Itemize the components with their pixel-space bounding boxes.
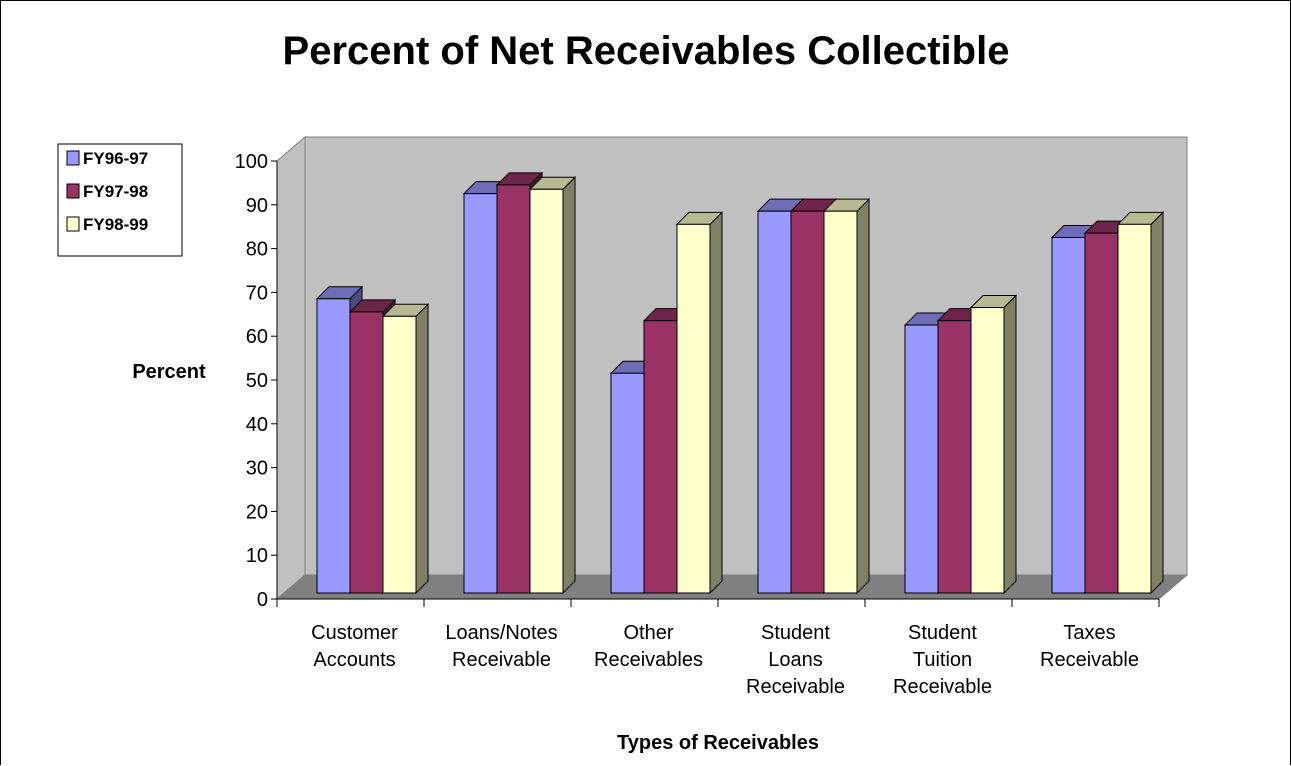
bar-side xyxy=(562,176,576,595)
y-tick-label: 0 xyxy=(257,589,268,611)
x-tick-label: Other xyxy=(623,622,673,644)
y-tick-label: 40 xyxy=(246,414,268,436)
bar-front xyxy=(496,184,531,594)
legend-label: FY98-99 xyxy=(83,215,148,234)
legend-swatch xyxy=(66,216,80,232)
y-tick-label: 90 xyxy=(246,195,268,217)
bar xyxy=(528,176,577,595)
bar-front xyxy=(643,320,678,594)
bar-front xyxy=(904,324,939,594)
bar xyxy=(381,303,430,595)
bar-front xyxy=(382,315,417,594)
bar-front xyxy=(970,307,1005,594)
bar-side xyxy=(1003,294,1017,595)
bar-front xyxy=(823,210,858,594)
plot-area: 0 10 20 30 40 50 60 70 80 90 100 Customer Accounts Lo… xyxy=(235,135,1189,698)
x-axis-title: Types of Receivables xyxy=(617,732,819,754)
bar-side xyxy=(1150,211,1164,595)
y-tick-label: 70 xyxy=(246,282,268,304)
chart-title: Percent of Net Receivables Collectible xyxy=(283,29,1010,73)
bar-front xyxy=(790,210,825,594)
y-tick-label: 20 xyxy=(246,501,268,523)
x-tick-label: Student xyxy=(761,622,830,644)
x-tick-label: Tuition xyxy=(913,649,972,671)
y-tick-label: 100 xyxy=(235,151,268,173)
y-tick-label: 50 xyxy=(246,370,268,392)
x-tick-label: Loans xyxy=(768,649,823,671)
bar xyxy=(822,197,871,595)
bar xyxy=(969,294,1018,595)
bar-front xyxy=(610,372,645,594)
bar-front xyxy=(757,210,792,594)
y-tick-label: 30 xyxy=(246,458,268,480)
bar xyxy=(1116,211,1165,595)
x-tick-label: Receivable xyxy=(1040,649,1139,671)
bar-front xyxy=(349,311,384,594)
x-tick-label: Receivable xyxy=(746,676,845,698)
x-tick-label: Customer xyxy=(311,622,398,644)
x-tick-label: Receivables xyxy=(594,649,703,671)
legend: FY96-97 FY97-98 FY98-99 xyxy=(57,143,183,257)
bar-front xyxy=(1117,223,1152,594)
bar-front xyxy=(1084,232,1119,594)
bar-front xyxy=(316,298,351,594)
bar-front xyxy=(1051,236,1086,594)
side-wall xyxy=(276,135,306,601)
legend-swatch xyxy=(66,183,80,199)
y-tick-label: 10 xyxy=(246,545,268,567)
y-axis-title: Percent xyxy=(132,361,206,383)
legend-label: FY96-97 xyxy=(83,149,148,168)
legend-swatch xyxy=(66,150,80,166)
bar-front xyxy=(937,320,972,594)
bar-side xyxy=(415,303,429,595)
y-tick-label: 60 xyxy=(246,326,268,348)
x-tick-label: Accounts xyxy=(313,649,395,671)
x-tick-label: Receivable xyxy=(893,676,992,698)
bar-front xyxy=(676,223,711,594)
bar-front xyxy=(529,188,564,594)
bar-side xyxy=(856,197,870,595)
bar xyxy=(675,211,724,595)
y-tick-label: 80 xyxy=(246,239,268,261)
x-tick-label: Receivable xyxy=(452,649,551,671)
x-tick-label: Loans/Notes xyxy=(445,622,557,644)
x-tick-label: Taxes xyxy=(1063,622,1115,644)
bar-front xyxy=(463,193,498,594)
legend-label: FY97-98 xyxy=(83,182,148,201)
x-tick-label: Student xyxy=(908,622,977,644)
bar-side xyxy=(709,211,723,595)
